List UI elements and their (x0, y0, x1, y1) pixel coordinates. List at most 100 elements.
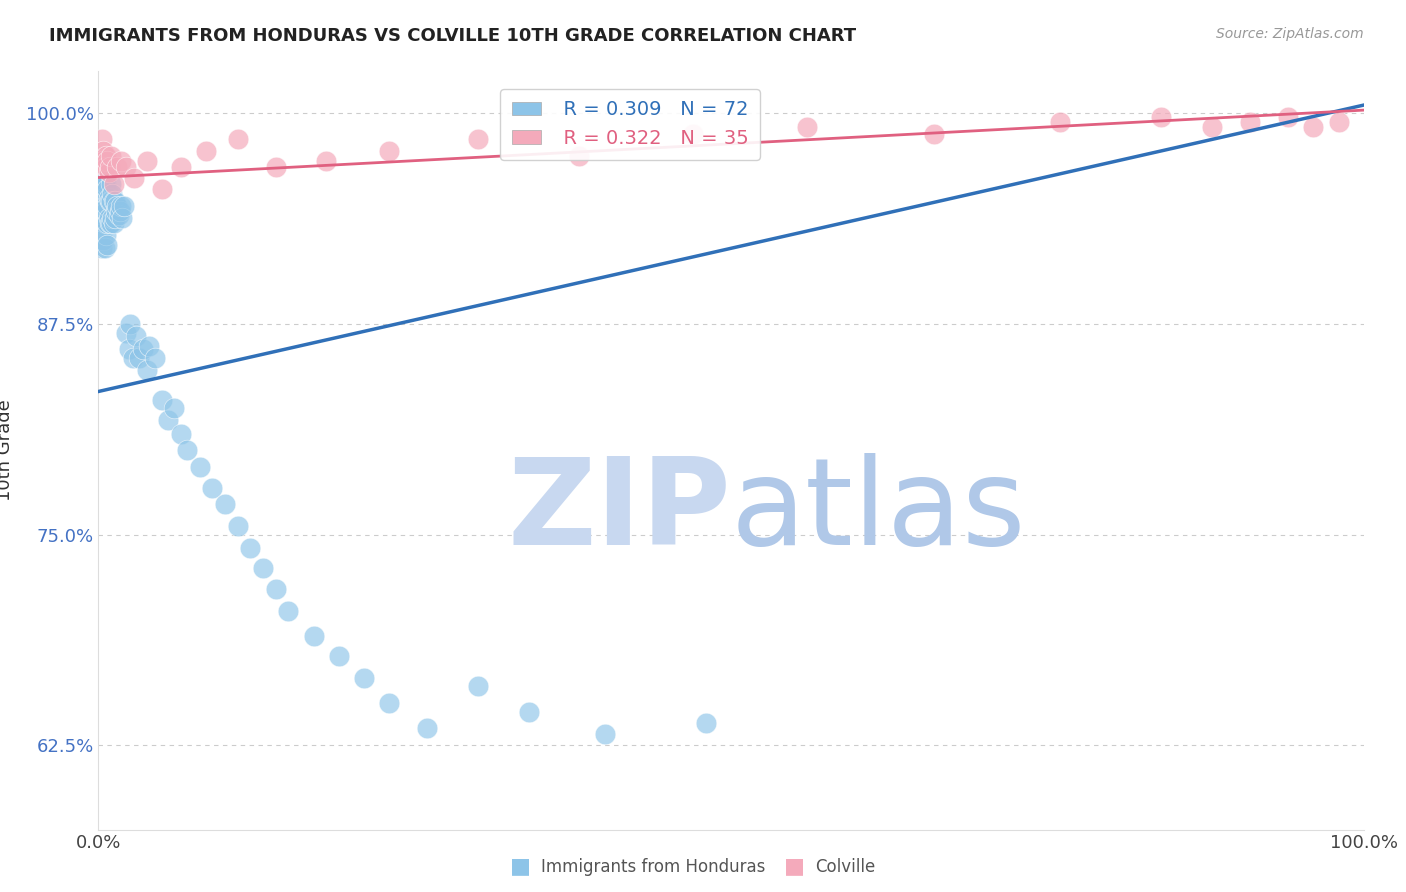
Point (107, 199, 129, 213)
Text: atlas: atlas (731, 452, 1026, 570)
Point (96, 182, 118, 196)
Point (135, 362, 157, 376)
Point (105, 204, 128, 219)
Point (467, 679, 489, 693)
Text: Source: ZipAtlas.com: Source: ZipAtlas.com (1216, 27, 1364, 41)
Point (91, 224, 114, 238)
Point (239, 541, 262, 556)
Point (108, 204, 131, 219)
Point (163, 401, 186, 416)
Point (1201, 120, 1223, 134)
Point (118, 343, 141, 357)
Point (101, 187, 124, 202)
Point (91, 174, 114, 188)
Point (91, 241, 114, 255)
Point (132, 343, 155, 357)
Point (100, 148, 122, 162)
Point (226, 132, 249, 146)
Text: IMMIGRANTS FROM HONDURAS VS COLVILLE 10TH GRADE CORRELATION CHART: IMMIGRANTS FROM HONDURAS VS COLVILLE 10T… (49, 27, 856, 45)
Point (90, 216, 112, 230)
Point (93, 241, 117, 255)
Point (328, 648, 350, 663)
Point (121, 351, 143, 365)
Point (593, 726, 616, 740)
Point (1327, 115, 1350, 129)
Point (107, 208, 129, 222)
Point (194, 144, 218, 158)
Point (378, 144, 401, 158)
Point (188, 460, 211, 475)
Point (103, 194, 125, 208)
Point (252, 561, 274, 575)
Point (1239, 115, 1261, 129)
Text: Immigrants from Honduras: Immigrants from Honduras (541, 858, 766, 876)
Point (104, 211, 127, 225)
Point (93, 199, 117, 213)
Text: ■: ■ (785, 856, 804, 876)
Point (1150, 110, 1173, 124)
Point (111, 211, 134, 225)
Text: ■: ■ (510, 856, 530, 876)
Point (1049, 115, 1071, 129)
Point (100, 216, 122, 230)
Point (201, 481, 224, 495)
Point (100, 194, 122, 208)
Point (98, 216, 121, 230)
Point (1277, 110, 1299, 124)
Point (796, 120, 818, 134)
Point (96, 199, 118, 213)
Point (93, 161, 117, 175)
Point (115, 326, 138, 340)
Point (302, 629, 325, 643)
Point (112, 199, 135, 213)
Point (103, 216, 125, 230)
Point (176, 443, 198, 458)
Point (682, 127, 704, 141)
Point (1302, 120, 1324, 134)
Point (93, 153, 115, 168)
Point (94, 148, 117, 162)
Point (467, 132, 489, 146)
Point (125, 329, 148, 343)
Point (110, 199, 132, 213)
Point (94, 178, 117, 192)
Point (94, 161, 117, 175)
Point (98, 161, 121, 175)
Point (93, 191, 115, 205)
Point (138, 339, 160, 353)
Point (150, 392, 173, 407)
Point (94, 227, 117, 242)
Point (93, 216, 117, 230)
Point (277, 603, 299, 617)
Point (96, 153, 118, 168)
Point (264, 582, 287, 596)
Point (150, 182, 173, 196)
Point (169, 426, 191, 441)
Point (90, 182, 112, 196)
Point (128, 351, 150, 365)
Point (922, 127, 945, 141)
Point (97, 165, 120, 179)
Y-axis label: 10th Grade: 10th Grade (0, 400, 14, 501)
Point (122, 170, 145, 185)
Point (103, 178, 125, 192)
Point (104, 194, 127, 208)
Point (568, 148, 591, 162)
Point (378, 696, 401, 710)
Point (157, 413, 180, 427)
Point (91, 199, 114, 213)
Point (517, 705, 540, 719)
Text: ZIP: ZIP (508, 452, 731, 570)
Point (135, 153, 157, 168)
Point (226, 519, 249, 533)
Point (264, 161, 287, 175)
Point (695, 716, 717, 731)
Text: Colville: Colville (815, 858, 876, 876)
Point (145, 351, 166, 365)
Point (101, 211, 124, 225)
Point (100, 178, 122, 192)
Point (96, 216, 118, 230)
Point (98, 194, 121, 208)
Point (91, 132, 114, 146)
Point (97, 191, 120, 205)
